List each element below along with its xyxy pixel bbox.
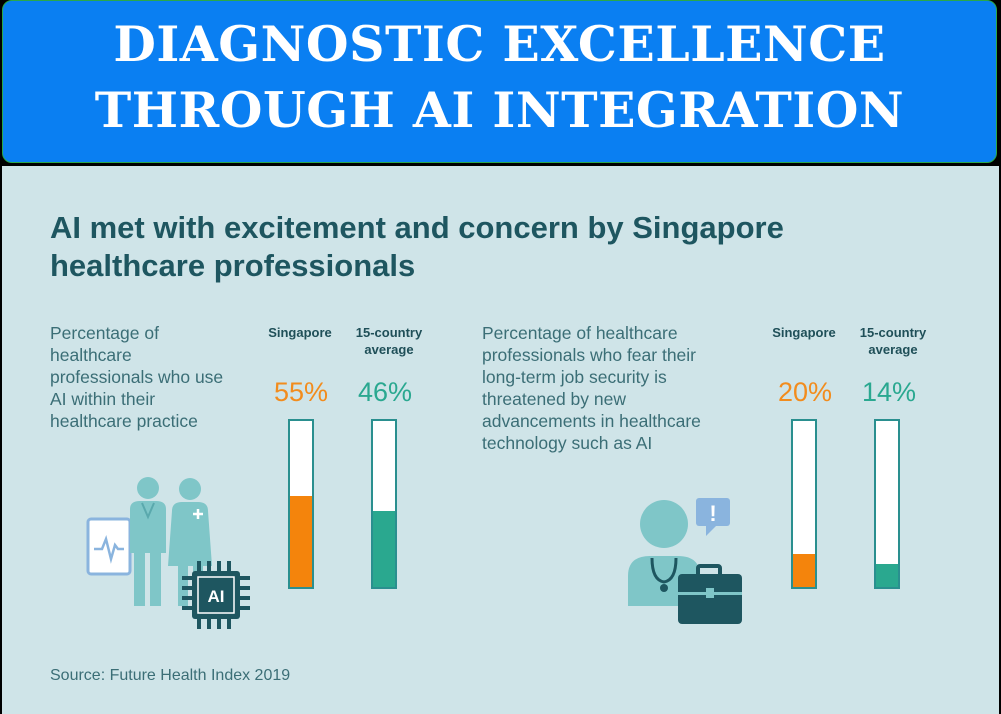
chart-2-description: Percentage of healthcare professionals w… (482, 323, 701, 453)
alert-mark: ! (709, 501, 716, 526)
chart-2-bar-singapore (793, 553, 815, 587)
ecg-monitor-icon (86, 517, 132, 576)
chart-1-category-singapore: Singapore (268, 325, 332, 340)
chart-1-bar-singapore (290, 495, 312, 587)
chart-2-category-average: 15-country average (859, 325, 927, 357)
chart-1-bar-frame-average (371, 419, 397, 589)
chart-2-bar-average (876, 563, 898, 587)
chart-1-category-average: 15-country average (355, 325, 423, 357)
chart-1-value-label-singapore: 55% (273, 377, 329, 407)
banner-title: DIAGNOSTIC EXCELLENCE THROUGH AI INTEGRA… (94, 15, 905, 139)
chart-2-bar-frame-average (874, 419, 900, 589)
ai-chip-label: AI (208, 587, 225, 606)
chart-1-value-label-average: 46% (357, 377, 413, 407)
ai-chip-icon: AI (182, 561, 250, 629)
source-note: Source: Future Health Index 2019 (50, 667, 291, 684)
infographic-headline: AI met with excitement and concern by Si… (50, 210, 784, 283)
worried-doctor-icon: ! (628, 498, 742, 624)
infographic-panel: AI met with excitement and concern by Si… (2, 166, 999, 714)
chart-2-category-singapore: Singapore (772, 325, 836, 340)
alert-bubble-icon: ! (696, 498, 730, 536)
chart-2-bar-frame-singapore (791, 419, 817, 589)
title-banner: DIAGNOSTIC EXCELLENCE THROUGH AI INTEGRA… (2, 0, 997, 163)
chart-2-value-label-average: 14% (861, 377, 917, 407)
briefcase-icon (678, 564, 742, 624)
chart-1-bar-average (373, 510, 395, 587)
chart-1-description: Percentage of healthcare professionals w… (50, 323, 224, 431)
chart-1-bar-frame-singapore (288, 419, 314, 589)
chart-2-value-label-singapore: 20% (777, 377, 833, 407)
